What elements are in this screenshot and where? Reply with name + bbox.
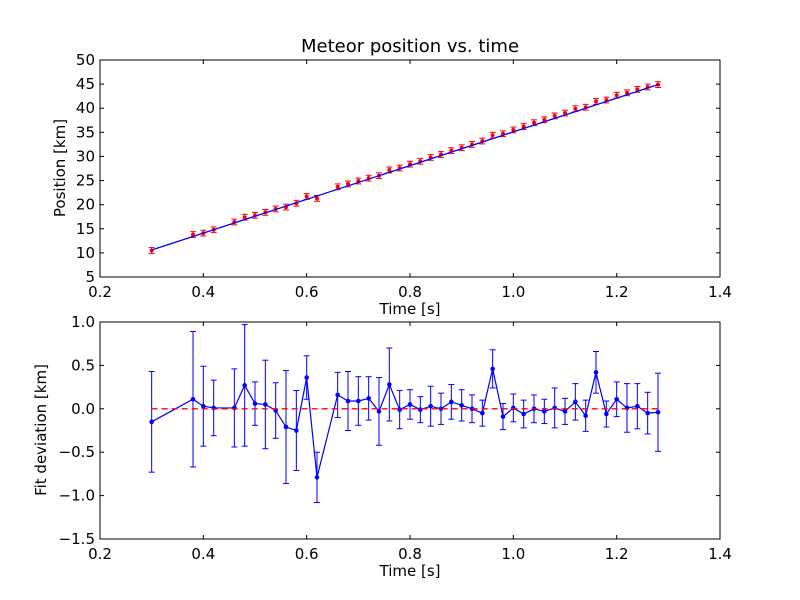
y-tick-label: 35 <box>76 123 95 141</box>
data-point <box>242 215 247 220</box>
data-point <box>294 428 299 433</box>
data-point <box>624 405 630 411</box>
data-point <box>335 184 340 189</box>
data-point <box>387 382 392 387</box>
position-chart: Meteor position vs. time 0.2 0.4 0.6 0.8 1.0… <box>51 36 732 318</box>
x-tick-label: 0.8 <box>398 283 422 301</box>
data-point <box>315 196 319 201</box>
data-point <box>356 398 361 404</box>
y-tick-label: 15 <box>76 220 95 238</box>
data-point <box>521 411 526 417</box>
y-tick-label: 10 <box>76 244 95 262</box>
data-point <box>459 403 464 408</box>
data-point <box>614 93 619 98</box>
data-point <box>201 403 206 409</box>
data-point <box>573 106 578 111</box>
data-point <box>407 402 413 407</box>
y-tick-label: 1.0 <box>71 313 95 331</box>
x-tick-label: 0.6 <box>295 545 319 563</box>
data-point <box>532 120 536 125</box>
data-point <box>252 401 258 406</box>
fit-line <box>151 83 659 251</box>
y-tick-label: 0.5 <box>71 356 95 374</box>
data-point <box>263 402 268 407</box>
x-tick-label: 0.6 <box>295 283 319 301</box>
x-tick-label: 1.4 <box>708 283 732 301</box>
y-tick-label: 30 <box>76 147 95 165</box>
data-point <box>583 413 588 419</box>
data-point <box>542 409 547 414</box>
data-point <box>645 410 650 416</box>
data-point <box>593 370 599 375</box>
y-tick-label: 45 <box>76 75 95 93</box>
x-tick-label: 1.2 <box>605 545 629 563</box>
data-point <box>635 403 640 409</box>
data-point <box>490 133 495 138</box>
y-tick-label: 0.0 <box>71 400 95 418</box>
y-tick-label: −1.0 <box>59 487 95 505</box>
x-tick-label: 1.4 <box>708 545 732 563</box>
y-tick-label: 50 <box>76 51 95 69</box>
y-tick-label: 40 <box>76 99 95 117</box>
x-tick-label: 1.0 <box>501 545 525 563</box>
data-point <box>304 375 309 380</box>
x-axis-label: Time [s] <box>379 300 441 318</box>
data-point <box>449 399 454 405</box>
data-point <box>376 409 382 414</box>
y-tick-label: 5 <box>85 268 95 286</box>
data-point <box>480 410 485 416</box>
chart-title: Meteor position vs. time <box>301 36 519 57</box>
y-tick-label: −0.5 <box>59 443 95 461</box>
data-point <box>335 392 340 398</box>
data-point <box>604 411 609 417</box>
data-point <box>345 398 351 404</box>
y-axis-label: Position [km] <box>51 119 69 217</box>
y-tick-label: 20 <box>76 196 95 214</box>
y-axis-label: Fit deviation [km] <box>32 364 50 496</box>
data-point <box>438 406 444 412</box>
data-point <box>397 407 402 412</box>
data-point <box>366 396 371 401</box>
x-tick-label: 0.4 <box>191 545 215 563</box>
data-point <box>573 399 578 405</box>
data-point <box>552 113 557 118</box>
x-axis-label: Time [s] <box>379 562 441 580</box>
data-point <box>490 366 495 372</box>
data-point <box>562 409 568 414</box>
data-point <box>655 409 661 415</box>
x-tick-label: 0.8 <box>398 545 422 563</box>
data-point <box>387 167 392 172</box>
data-point <box>149 419 154 425</box>
y-tick-label: 25 <box>76 172 95 190</box>
data-point <box>190 396 196 402</box>
y-tick-label: −1.5 <box>59 530 95 548</box>
data-point <box>511 405 516 411</box>
x-tick-label: 0.2 <box>88 283 112 301</box>
x-tick-label: 0.2 <box>88 545 112 563</box>
data-point <box>232 405 237 411</box>
data-point <box>500 414 506 419</box>
x-tick-label: 0.4 <box>191 283 215 301</box>
x-tick-label: 1.0 <box>501 283 525 301</box>
data-point <box>594 99 598 104</box>
data-point <box>418 407 423 412</box>
data-point <box>314 475 320 480</box>
data-point <box>428 403 433 409</box>
data-point <box>211 405 216 411</box>
data-point <box>242 383 247 388</box>
data-point <box>614 396 619 402</box>
data-point <box>283 424 289 430</box>
data-point <box>304 194 309 199</box>
residual-chart: 0.2 0.4 0.6 0.8 1.0 1.2 1.4 −1.5 −1.0 −0.5 0.0 0.5 1… <box>32 313 732 580</box>
data-point <box>552 405 557 411</box>
x-tick-label: 1.2 <box>605 283 629 301</box>
